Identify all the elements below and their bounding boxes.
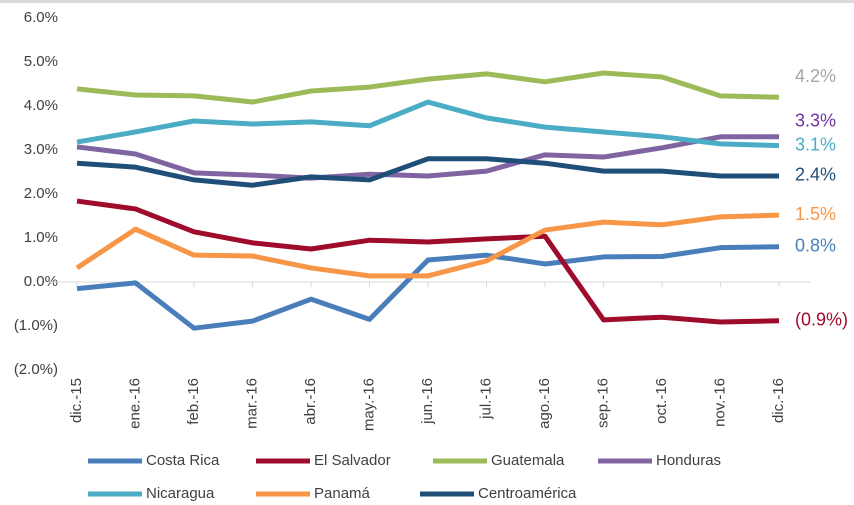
legend-label: Panamá	[314, 485, 371, 502]
y-tick-label: 2.0%	[24, 185, 58, 202]
y-tick-label: 1.0%	[24, 229, 58, 246]
end-label: 2.4%	[795, 165, 836, 185]
x-tick-label: oct.-16	[653, 378, 670, 424]
legend-label: Costa Rica	[146, 452, 220, 469]
y-tick-label: 3.0%	[24, 141, 58, 158]
x-tick-label: sep.-16	[594, 378, 611, 428]
series-line	[75, 212, 780, 279]
x-tick-label: feb.-16	[185, 378, 202, 425]
x-tick-label: nov.-16	[711, 378, 728, 427]
series-line	[76, 198, 780, 325]
end-label: 0.8%	[795, 236, 836, 256]
series-line	[76, 244, 780, 331]
y-tick-label: (1.0%)	[14, 317, 58, 334]
end-label: 3.3%	[795, 111, 836, 131]
x-tick-label: jun.-16	[419, 378, 436, 425]
y-tick-label: (2.0%)	[14, 361, 58, 378]
legend-label: Nicaragua	[146, 485, 215, 502]
series-line	[76, 99, 780, 149]
series-line	[76, 156, 779, 188]
x-tick-label: abr.-16	[302, 378, 319, 425]
legend-label: El Salvador	[314, 452, 391, 469]
series-line	[76, 70, 780, 105]
y-tick-label: 5.0%	[24, 53, 58, 70]
end-label: 1.5%	[795, 204, 836, 224]
x-tick-label: dic.-15	[68, 378, 85, 423]
x-tick-label: jul.-16	[477, 378, 494, 420]
y-tick-label: 4.0%	[24, 97, 58, 114]
x-tick-label: mar.-16	[243, 378, 260, 429]
series-line	[76, 134, 779, 181]
y-tick-label: 0.0%	[24, 273, 58, 290]
legend-label: Honduras	[656, 452, 721, 469]
legend-label: Guatemala	[491, 452, 565, 469]
x-tick-label: may.-16	[360, 378, 377, 431]
end-label: (0.9%)	[795, 309, 848, 329]
top-edge	[0, 0, 854, 3]
x-tick-label: ene.-16	[126, 378, 143, 429]
end-label: 3.1%	[795, 134, 836, 154]
y-tick-label: 6.0%	[24, 9, 58, 26]
end-label: 4.2%	[795, 66, 836, 86]
x-tick-label: ago.-16	[536, 378, 553, 429]
x-tick-label: dic.-16	[770, 378, 787, 423]
legend-label: Centroamérica	[478, 485, 577, 502]
